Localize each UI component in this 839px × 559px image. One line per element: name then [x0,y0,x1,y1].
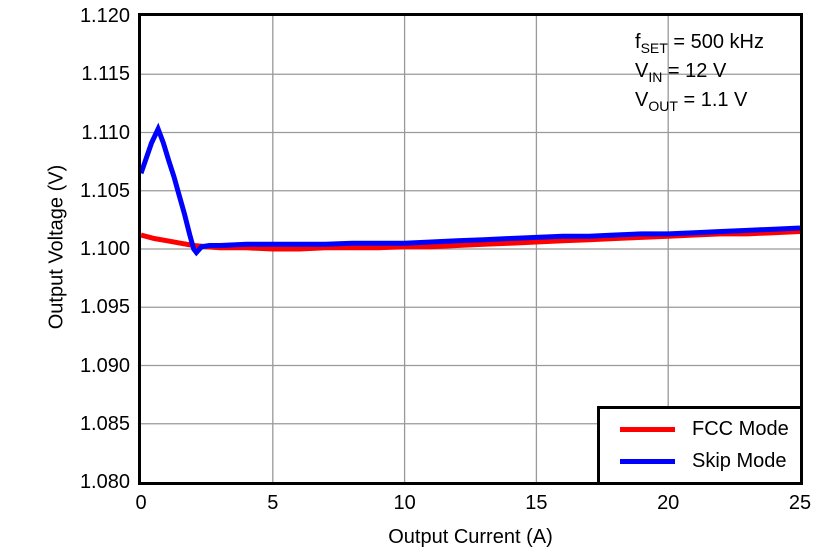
y-tick-label: 1.110 [81,121,130,144]
x-tick-label: 25 [788,492,812,514]
x-axis-title: Output Current (A) [388,526,553,548]
y-tick-label: 1.115 [81,63,130,86]
y-tick-label: 1.080 [79,471,130,493]
annotation-fset: fSET = 500 kHz [635,31,764,56]
legend-label-skip-mode: Skip Mode [692,450,787,472]
annotation-vin: VIN = 12 V [635,60,727,85]
legend-item-fcc-mode: FCC Mode [620,418,800,441]
y-tick-label: 1.105 [79,179,130,202]
y-tick-label: 1.090 [79,354,130,377]
annotation-vout: VOUT = 1.1 V [635,89,748,114]
conditions-annotation: fSET = 500 kHz VIN = 12 V VOUT = 1.1 V [635,28,764,115]
x-tick-label: 0 [135,492,147,514]
y-tick-label: 1.100 [79,238,130,260]
fcc-mode-line-swatch [620,427,675,432]
x-tick-label: 5 [267,492,279,514]
y-tick-label: 1.085 [79,412,130,435]
legend-item-skip-mode: Skip Mode [620,450,800,473]
y-tick-label: 1.120 [79,5,130,27]
plot-area: fSET = 500 kHz VIN = 12 V VOUT = 1.1 V F… [138,13,803,485]
legend-label-fcc-mode: FCC Mode [692,418,789,440]
x-tick-label: 20 [657,492,680,514]
skip-mode-curve [141,122,800,257]
x-tick-label: 10 [393,492,416,514]
legend: FCC Mode Skip Mode [597,406,803,485]
chart-canvas [141,16,800,482]
x-tick-label: 15 [525,492,548,514]
skip-mode-line-swatch [620,459,675,464]
y-tick-label: 1.095 [79,296,130,319]
